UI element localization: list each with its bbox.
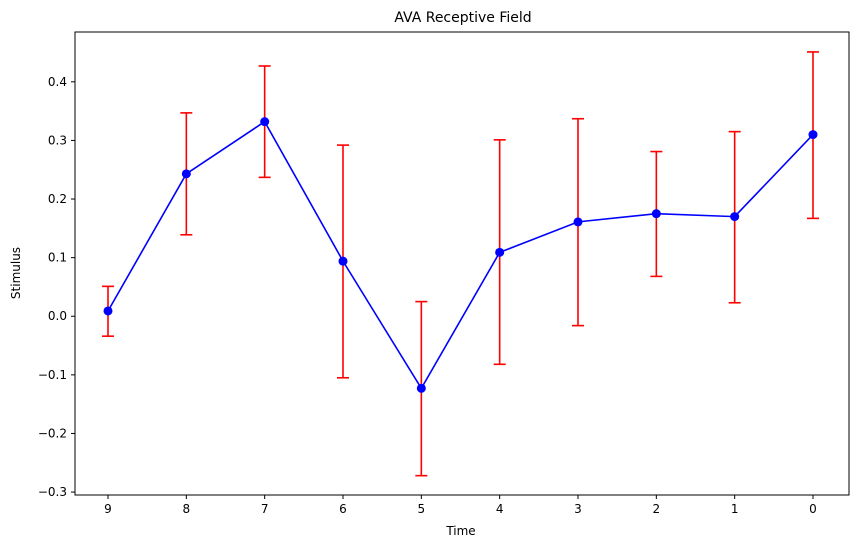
data-point bbox=[181, 169, 191, 179]
series-line bbox=[107, 120, 814, 390]
y-tick-label: 0.3 bbox=[48, 133, 67, 147]
data-point bbox=[573, 217, 583, 227]
x-tick-label: 5 bbox=[418, 502, 426, 516]
chart-title: AVA Receptive Field bbox=[394, 10, 531, 26]
data-point bbox=[103, 306, 113, 316]
data-point bbox=[338, 256, 348, 266]
y-tick-label: 0.4 bbox=[48, 75, 67, 89]
data-point bbox=[808, 130, 818, 140]
data-point bbox=[495, 247, 505, 257]
x-tick-label: 0 bbox=[809, 502, 817, 516]
x-tick-label: 6 bbox=[339, 502, 347, 516]
plot-area: 0.4 0.3 0.2 0.1 0.0 −0.1 −0.2 −0.3 9 8 7 6 5 4 3 2 1 0 bbox=[38, 31, 850, 516]
x-tick-label: 4 bbox=[496, 502, 504, 516]
data-point bbox=[651, 209, 661, 219]
x-tick-label: 1 bbox=[731, 502, 739, 516]
y-tick-label: −0.3 bbox=[38, 485, 67, 499]
x-tick-label: 8 bbox=[183, 502, 191, 516]
x-tick-label: 2 bbox=[653, 502, 661, 516]
x-tick-label: 9 bbox=[104, 502, 112, 516]
x-tick-label: 7 bbox=[261, 502, 269, 516]
y-tick-label: −0.2 bbox=[38, 426, 67, 440]
y-tick-label: 0.2 bbox=[48, 192, 67, 206]
data-point bbox=[260, 117, 270, 127]
y-tick-label: 0.1 bbox=[48, 251, 67, 265]
y-tick-label: 0.0 bbox=[48, 309, 67, 323]
y-axis-title: Stimulus bbox=[9, 247, 23, 299]
y-tick-label: −0.1 bbox=[38, 368, 67, 382]
axes-frame bbox=[74, 31, 850, 496]
data-point bbox=[730, 212, 740, 222]
x-tick-label: 3 bbox=[574, 502, 582, 516]
data-point bbox=[416, 383, 426, 393]
x-axis-title: Time bbox=[445, 524, 475, 538]
